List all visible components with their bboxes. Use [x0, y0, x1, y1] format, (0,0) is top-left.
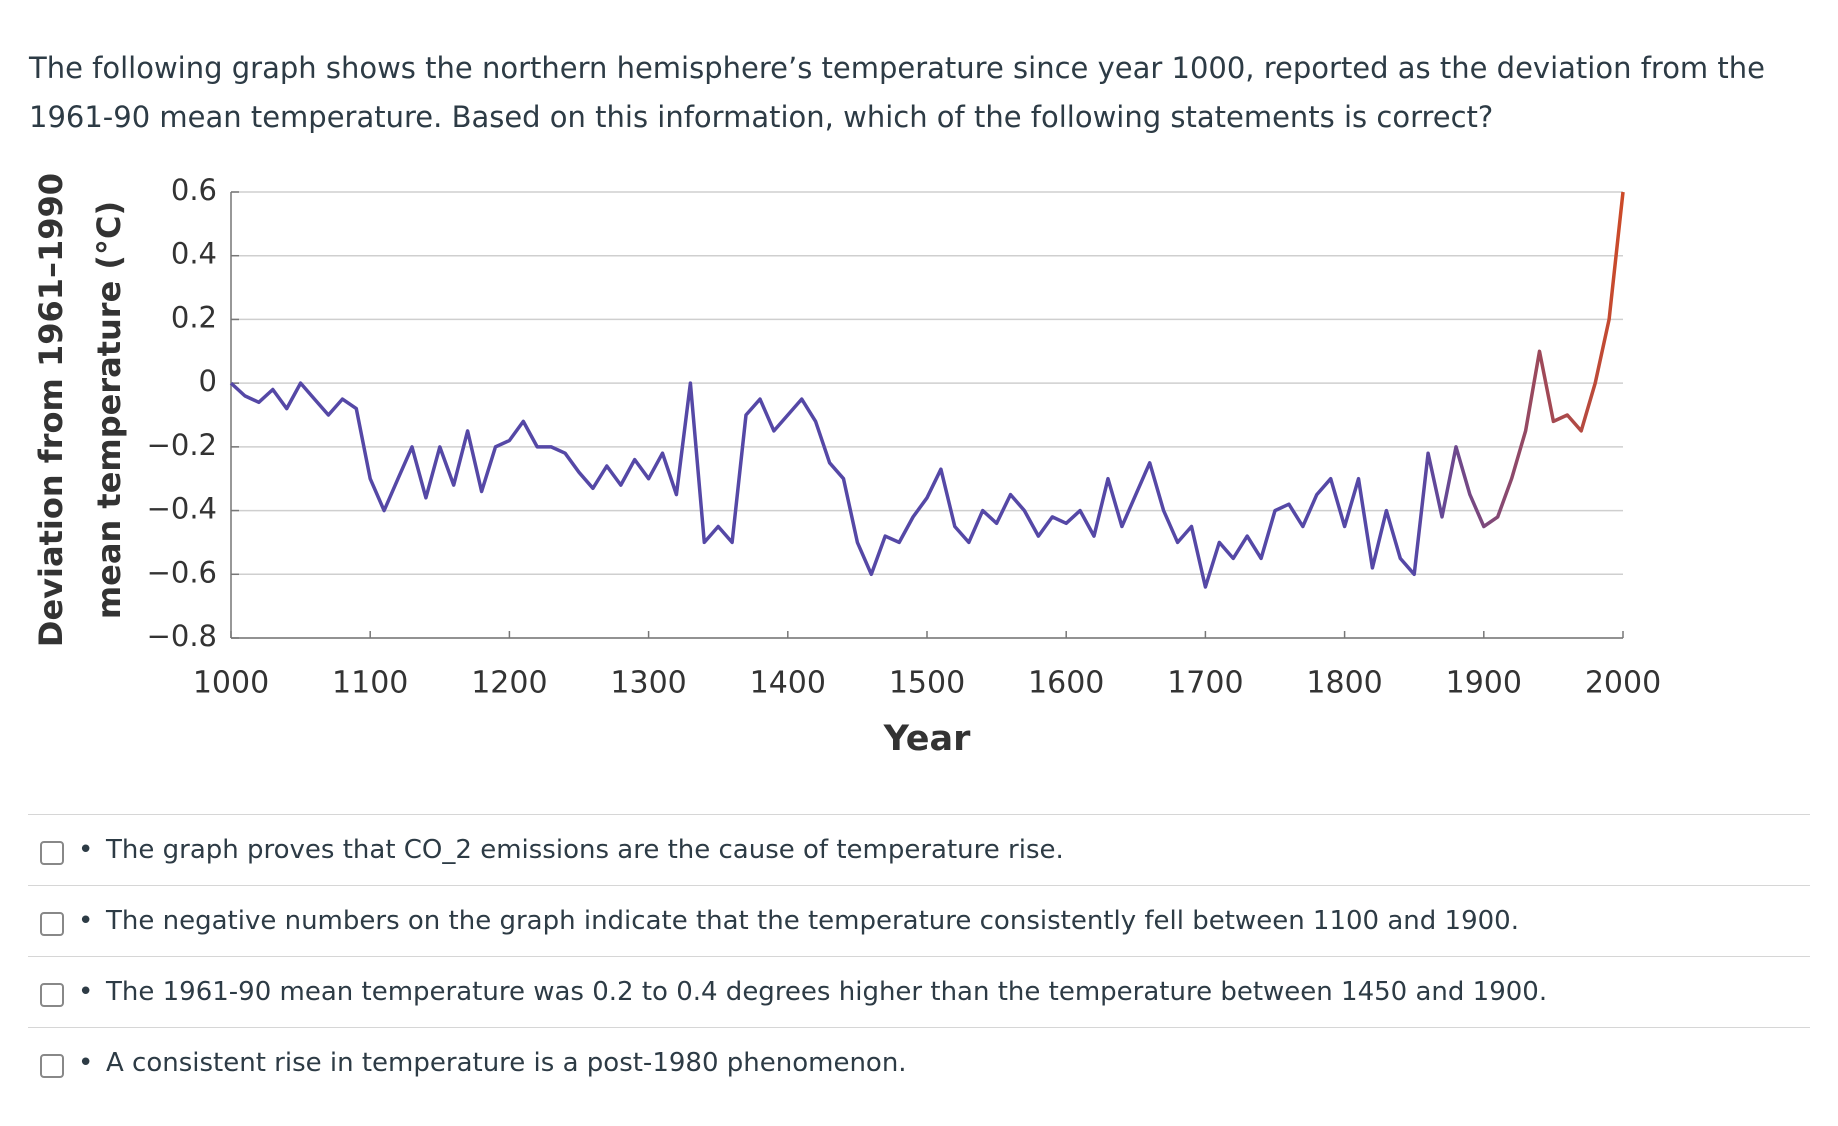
- x-tick-label: 1200: [471, 666, 547, 701]
- x-tick-label: 1800: [1306, 666, 1382, 701]
- y-tick-label: −0.4: [147, 492, 217, 526]
- bullet: •: [78, 906, 94, 936]
- bullet: •: [78, 977, 94, 1007]
- option[interactable]: • The negative numbers on the graph indic…: [28, 885, 1810, 956]
- x-tick-label: 1500: [889, 666, 965, 701]
- checkbox[interactable]: [40, 983, 64, 1007]
- option-text: A consistent rise in temperature is a po…: [106, 1048, 907, 1078]
- option[interactable]: • A consistent rise in temperature is a p…: [28, 1027, 1810, 1098]
- x-tick-label: 1100: [332, 666, 408, 701]
- x-tick-label: 2000: [1585, 666, 1661, 701]
- x-axis-label: Year: [883, 719, 971, 759]
- x-tick-label: 1900: [1446, 666, 1522, 701]
- y-axis-label: mean temperature (°C): [90, 201, 128, 619]
- option[interactable]: • The 1961-90 mean temperature was 0.2 to…: [28, 956, 1810, 1027]
- y-tick-label: 0.4: [171, 237, 217, 271]
- y-tick-label: −0.6: [147, 555, 217, 589]
- checkbox[interactable]: [40, 841, 64, 865]
- y-tick-label: 0: [199, 364, 217, 398]
- option-text: The graph proves that CO_2 emissions are…: [106, 835, 1064, 865]
- y-tick-label: −0.2: [147, 428, 217, 462]
- x-tick-label: 1300: [610, 666, 686, 701]
- chart: −0.8 −0.6 −0.4 −0.2 0 0.2 0.4 0.6 1000 1100 1200 13…: [32, 173, 1661, 759]
- bullet: •: [78, 1048, 94, 1078]
- x-tick-label: 1000: [193, 666, 269, 701]
- data-line: [229, 191, 1625, 589]
- option-text: The 1961-90 mean temperature was 0.2 to …: [106, 977, 1548, 1007]
- y-tick-label: −0.8: [147, 619, 217, 653]
- y-tick-label: 0.2: [171, 300, 217, 334]
- option-text: The negative numbers on the graph indica…: [106, 906, 1519, 936]
- x-tick-label: 1600: [1028, 666, 1104, 701]
- checkbox[interactable]: [40, 912, 64, 936]
- checkbox[interactable]: [40, 1054, 64, 1078]
- x-tick-label: 1400: [750, 666, 826, 701]
- y-axis-label: Deviation from 1961–1990: [32, 173, 70, 647]
- option[interactable]: • The graph proves that CO_2 emissions ar…: [28, 814, 1810, 885]
- question: The following graph shows the northern h…: [29, 51, 1765, 134]
- bullet: •: [78, 835, 94, 865]
- y-tick-label: 0.6: [171, 173, 217, 207]
- x-tick-label: 1700: [1167, 666, 1243, 701]
